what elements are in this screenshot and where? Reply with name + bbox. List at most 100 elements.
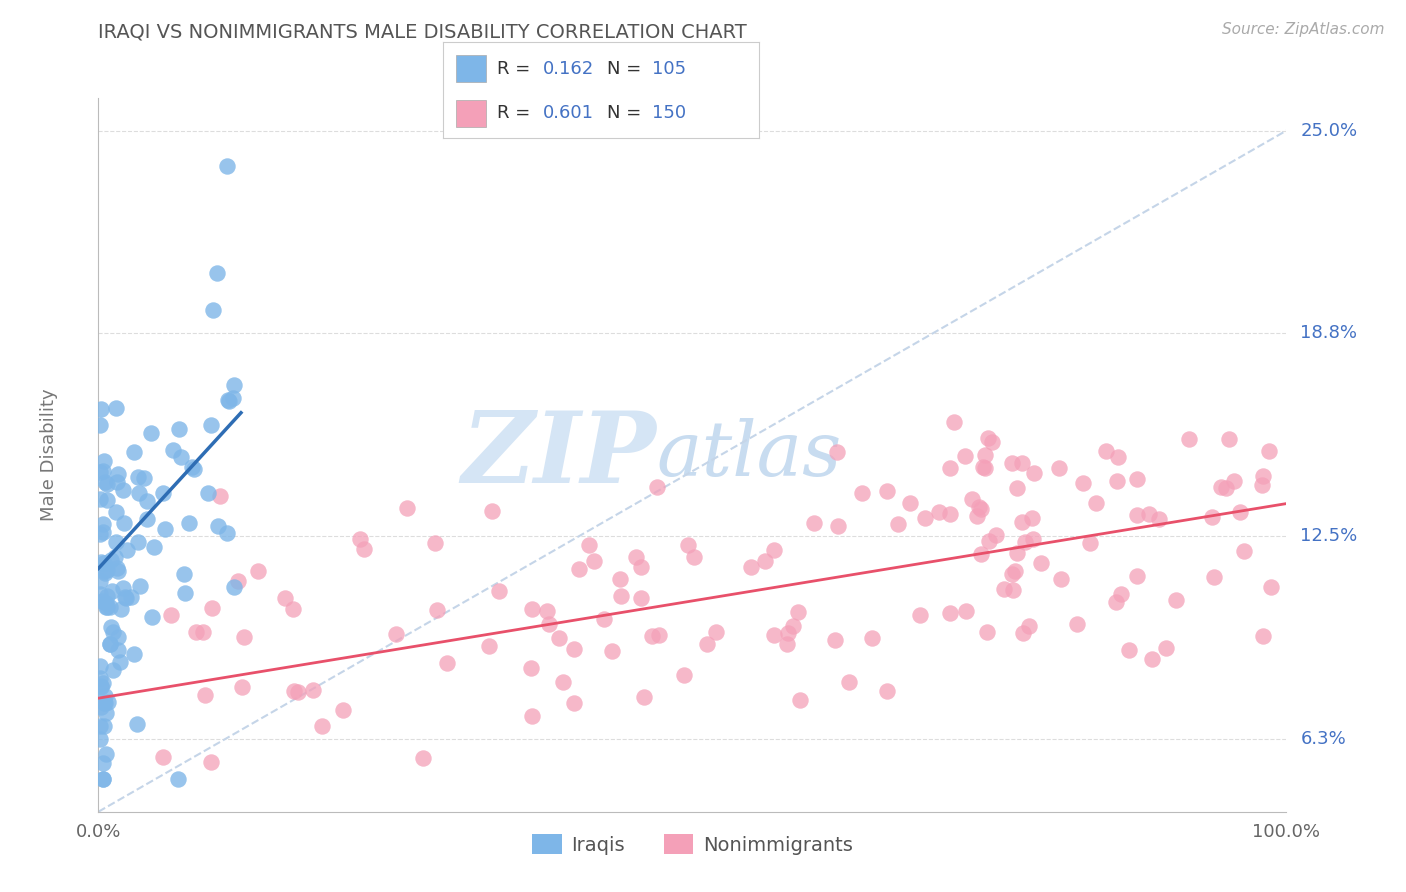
Point xyxy=(1018,619,1040,633)
Point xyxy=(787,605,810,619)
Point xyxy=(112,516,135,531)
Text: 105: 105 xyxy=(652,60,686,78)
Point xyxy=(135,493,157,508)
Point xyxy=(640,629,662,643)
Point xyxy=(173,567,195,582)
Point xyxy=(162,443,184,458)
Point xyxy=(89,418,111,433)
Point xyxy=(683,550,706,565)
Point xyxy=(1178,433,1201,447)
Point xyxy=(89,732,111,747)
Point xyxy=(478,639,501,653)
Point xyxy=(578,538,600,552)
Point xyxy=(184,624,207,639)
Point xyxy=(1258,443,1281,458)
Point xyxy=(107,564,129,578)
Point xyxy=(775,636,797,650)
Point xyxy=(782,619,804,633)
Point xyxy=(1215,481,1237,495)
FancyBboxPatch shape xyxy=(456,55,485,82)
Point xyxy=(551,674,574,689)
Point xyxy=(939,606,962,620)
Point xyxy=(107,643,129,657)
Point xyxy=(89,671,111,685)
Point xyxy=(127,470,149,484)
Point xyxy=(740,560,762,574)
Point xyxy=(562,642,585,657)
Point xyxy=(200,418,222,433)
Point xyxy=(993,582,1015,596)
Point xyxy=(90,401,112,416)
Point xyxy=(89,719,111,733)
Point xyxy=(222,377,245,392)
Point xyxy=(90,700,112,714)
Point xyxy=(600,643,623,657)
Point xyxy=(91,464,114,478)
Point xyxy=(1209,480,1232,494)
Point xyxy=(1250,478,1272,492)
Point xyxy=(97,695,120,709)
Point xyxy=(117,543,139,558)
Point xyxy=(1085,496,1108,510)
Point xyxy=(1201,510,1223,524)
Point xyxy=(395,500,418,515)
Point xyxy=(630,559,652,574)
Point xyxy=(120,590,142,604)
Point xyxy=(107,630,129,644)
Point xyxy=(166,772,188,787)
Point xyxy=(789,692,811,706)
Point xyxy=(969,500,991,515)
Point xyxy=(426,602,449,616)
Point xyxy=(908,608,931,623)
Point xyxy=(302,683,325,698)
Point xyxy=(1107,450,1129,465)
Point xyxy=(201,600,224,615)
Text: 12.5%: 12.5% xyxy=(1301,527,1358,545)
Point xyxy=(1233,543,1256,558)
Text: IRAQI VS NONIMMIGRANTS MALE DISABILITY CORRELATION CHART: IRAQI VS NONIMMIGRANTS MALE DISABILITY C… xyxy=(98,22,747,41)
Point xyxy=(1073,476,1095,491)
Point xyxy=(141,610,163,624)
Point xyxy=(423,535,446,549)
Point xyxy=(96,589,118,603)
Point xyxy=(1140,652,1163,666)
Point xyxy=(1222,474,1244,488)
Point xyxy=(624,549,647,564)
Text: R =: R = xyxy=(496,104,536,122)
Point xyxy=(704,625,727,640)
Point xyxy=(966,509,988,524)
Point xyxy=(122,647,145,661)
Point xyxy=(194,688,217,702)
Point xyxy=(101,663,124,677)
Point xyxy=(1137,507,1160,521)
Point xyxy=(281,602,304,616)
Point xyxy=(90,680,112,694)
Point xyxy=(136,512,159,526)
Point xyxy=(127,534,149,549)
Point xyxy=(676,538,699,552)
Point xyxy=(94,475,117,489)
Point xyxy=(91,594,114,608)
Point xyxy=(107,467,129,481)
Point xyxy=(1004,565,1026,579)
Text: 25.0%: 25.0% xyxy=(1301,121,1358,139)
Point xyxy=(353,541,375,556)
Point xyxy=(142,540,165,554)
Point xyxy=(94,596,117,610)
Point xyxy=(94,696,117,710)
Point xyxy=(93,772,115,787)
Point xyxy=(202,302,225,317)
Point xyxy=(548,632,571,646)
Point xyxy=(648,628,671,642)
Point xyxy=(1005,546,1028,560)
Point xyxy=(105,534,128,549)
Text: N =: N = xyxy=(607,60,647,78)
Point xyxy=(762,542,785,557)
Point xyxy=(167,422,190,436)
Point xyxy=(101,584,124,599)
Point xyxy=(105,475,128,490)
Point xyxy=(1047,460,1070,475)
Text: 0.601: 0.601 xyxy=(543,104,593,122)
Point xyxy=(1024,466,1046,480)
Point xyxy=(96,600,118,615)
